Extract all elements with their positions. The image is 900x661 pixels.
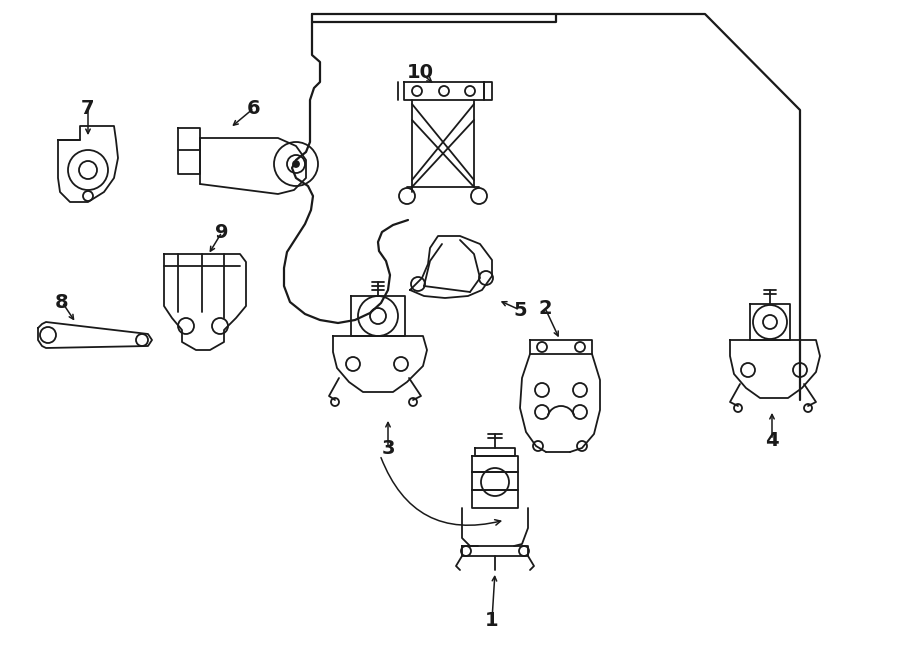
Text: 6: 6 [248, 98, 261, 118]
Text: 2: 2 [538, 299, 552, 317]
Text: 3: 3 [382, 438, 395, 457]
Text: 10: 10 [407, 63, 434, 81]
Circle shape [293, 161, 299, 167]
Text: 5: 5 [513, 301, 526, 319]
Text: 7: 7 [81, 98, 94, 118]
Text: 9: 9 [215, 223, 229, 241]
Text: 8: 8 [55, 293, 68, 311]
Text: 1: 1 [485, 611, 499, 629]
Text: 4: 4 [765, 430, 778, 449]
